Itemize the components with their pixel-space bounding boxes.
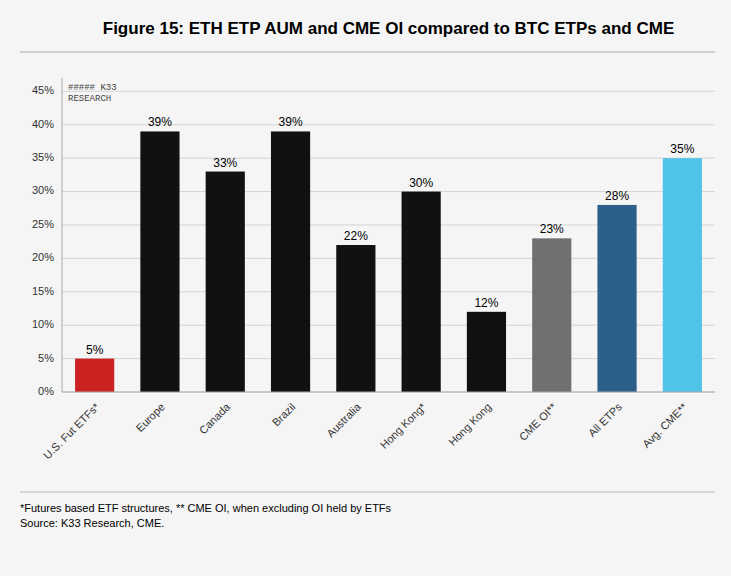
- bar: [140, 131, 179, 392]
- x-tick-label: Brazil: [270, 401, 298, 429]
- x-tick-label: Hong Kong: [446, 401, 493, 448]
- x-tick-label: CME OI**: [517, 400, 560, 443]
- data-label: 30%: [409, 176, 433, 190]
- y-tick-label: 30%: [32, 184, 54, 196]
- bar: [467, 312, 506, 392]
- bar: [75, 359, 114, 392]
- data-label: 39%: [148, 115, 172, 129]
- y-tick-label: 15%: [32, 285, 54, 297]
- bar: [402, 192, 441, 392]
- x-tick-label: Hong Kong*: [378, 400, 429, 451]
- data-label: 35%: [670, 142, 694, 156]
- chart: Figure 15: ETH ETP AUM and CME OI compar…: [0, 0, 731, 576]
- y-tick-label: 5%: [38, 352, 54, 364]
- bar: [336, 245, 375, 392]
- data-label: 33%: [213, 156, 237, 170]
- data-label: 23%: [540, 222, 564, 236]
- data-label: 12%: [474, 296, 498, 310]
- x-tick-label: All ETPs: [586, 400, 625, 439]
- bar: [597, 205, 636, 392]
- logo-line: RESEARCH: [68, 94, 111, 104]
- bar: [271, 131, 310, 392]
- logo-line: ##### K33: [68, 83, 117, 93]
- x-tick-label: Canada: [197, 400, 233, 436]
- data-label: 5%: [86, 343, 104, 357]
- y-tick-label: 20%: [32, 251, 54, 263]
- grid-line: [62, 392, 715, 393]
- y-tick-label: 0%: [38, 385, 54, 397]
- data-label: 28%: [605, 189, 629, 203]
- title: Figure 15: ETH ETP AUM and CME OI compar…: [103, 19, 674, 38]
- logo: ##### K33RESEARCH: [68, 83, 117, 104]
- y-axis-line: [62, 78, 63, 392]
- x-tick-label: Australia: [324, 400, 363, 439]
- grid-line: [62, 91, 715, 92]
- footnote: *Futures based ETF structures, ** CME OI…: [20, 502, 392, 529]
- y-tick-label: 40%: [32, 118, 54, 130]
- x-tick-label: U.S. Fut ETFs*: [41, 400, 102, 461]
- footnote-line: *Futures based ETF structures, ** CME OI…: [20, 502, 392, 514]
- footnote-rule: [20, 492, 715, 493]
- y-tick-label: 10%: [32, 318, 54, 330]
- background: [0, 0, 731, 576]
- bars: [75, 131, 702, 392]
- x-axis-line: [62, 392, 715, 393]
- data-label: 22%: [344, 229, 368, 243]
- y-tick-label: 25%: [32, 218, 54, 230]
- grid: [62, 91, 715, 392]
- footnote-line: Source: K33 Research, CME.: [20, 517, 164, 529]
- bar: [663, 158, 702, 392]
- data-label: 39%: [279, 115, 303, 129]
- x-tick-label: Avg. CME**: [640, 400, 690, 450]
- bar: [206, 172, 245, 392]
- title-rule: [20, 52, 715, 53]
- bar: [532, 238, 571, 392]
- y-tick-label: 35%: [32, 151, 54, 163]
- y-tick-label: 45%: [32, 84, 54, 96]
- x-tick-label: Europe: [133, 401, 167, 435]
